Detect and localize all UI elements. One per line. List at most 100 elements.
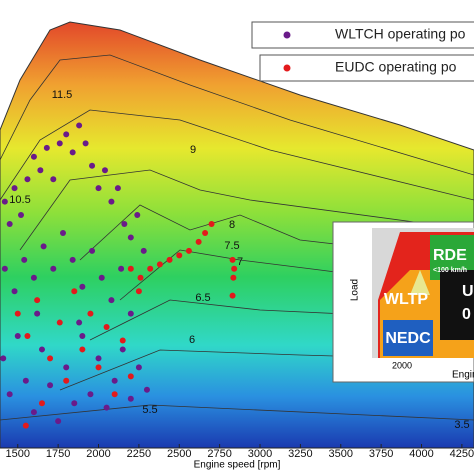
x-tick-label: 1500 (6, 448, 30, 460)
point (30, 153, 37, 160)
legend-label: WLTCH operating po (335, 26, 466, 42)
point (103, 324, 110, 331)
point (121, 221, 128, 227)
contour-label: 8 (229, 219, 235, 231)
x-tick-label: 2500 (167, 448, 191, 460)
point (63, 364, 70, 371)
point (76, 319, 83, 326)
point (89, 162, 96, 169)
point (87, 310, 94, 317)
inset-y-label: Load (350, 279, 361, 301)
point (114, 185, 121, 192)
point (6, 391, 13, 398)
point (156, 261, 163, 268)
point (38, 400, 45, 407)
point (87, 391, 94, 398)
point (24, 333, 31, 339)
point (14, 333, 21, 339)
contour-label: 9 (190, 144, 196, 156)
inset-region-label: WLTP (384, 291, 428, 308)
point (185, 247, 192, 254)
legend-marker (283, 31, 291, 39)
point (63, 377, 70, 384)
point (1, 198, 8, 205)
point (47, 382, 54, 389)
point (55, 418, 62, 425)
point (195, 238, 202, 245)
inset-region (383, 320, 433, 356)
point (119, 337, 126, 344)
point (127, 373, 134, 380)
inset-region-label: U (462, 283, 474, 300)
point (34, 297, 41, 304)
inset-region-label: <100 km/h (433, 267, 467, 274)
inset-region (440, 270, 474, 340)
point (127, 265, 134, 272)
point (14, 310, 21, 317)
point (79, 346, 86, 353)
contour-label: 10.5 (9, 194, 30, 206)
point (166, 256, 173, 263)
point (89, 247, 96, 254)
legend-marker (283, 64, 291, 72)
inset-arrow (410, 270, 430, 295)
point (135, 364, 142, 371)
point (231, 265, 238, 272)
point (95, 185, 102, 192)
point (22, 422, 29, 429)
point (76, 122, 83, 129)
point (11, 185, 18, 192)
inset: Load 2000 Engine NEDC WLTP RDE <100 km/h… (332, 221, 474, 383)
contour-label: 3.5 (454, 419, 469, 431)
point (56, 140, 63, 147)
point (71, 400, 78, 407)
point (229, 292, 236, 299)
x-tick-label: 3000 (248, 448, 272, 460)
point (101, 167, 108, 174)
x-tick-label: 2000 (86, 448, 110, 460)
point (1, 265, 8, 272)
point (69, 256, 76, 263)
point (137, 274, 144, 281)
point (24, 176, 31, 183)
inset-x-label: Engine (452, 370, 474, 381)
point (79, 283, 86, 290)
contour-label: 5.5 (142, 404, 157, 416)
inset-region (430, 235, 474, 280)
point (40, 243, 47, 250)
legend-box (259, 54, 474, 82)
point (63, 131, 70, 138)
x-axis-label: Engine speed [rpm] (194, 460, 281, 471)
point (143, 386, 150, 393)
point (134, 212, 141, 219)
x-tick-label: 3750 (369, 448, 393, 460)
point (6, 221, 13, 227)
contour-label: 6 (189, 334, 195, 346)
point (71, 288, 78, 295)
point (118, 265, 125, 272)
contour-label: 7.5 (224, 240, 239, 252)
point (127, 234, 134, 241)
point (69, 149, 76, 156)
contour-label: 7 (237, 256, 243, 268)
point (108, 198, 115, 205)
x-tick-label: 1750 (46, 448, 70, 460)
inset-region-label: RDE (433, 247, 467, 264)
point (176, 252, 183, 259)
point (95, 364, 102, 371)
x-tick-label: 2750 (207, 448, 231, 460)
point (108, 297, 115, 304)
point (82, 140, 89, 147)
point (208, 221, 215, 227)
contour-label: 11.5 (52, 89, 73, 101)
point (17, 212, 24, 219)
point (127, 310, 134, 317)
point (59, 229, 66, 236)
point (202, 229, 209, 236)
contour-label: 6.5 (195, 292, 210, 304)
x-tick-label: 3250 (288, 448, 312, 460)
x-tick-label: 2250 (127, 448, 151, 460)
point (230, 274, 237, 281)
point (111, 391, 118, 398)
point (34, 310, 41, 317)
